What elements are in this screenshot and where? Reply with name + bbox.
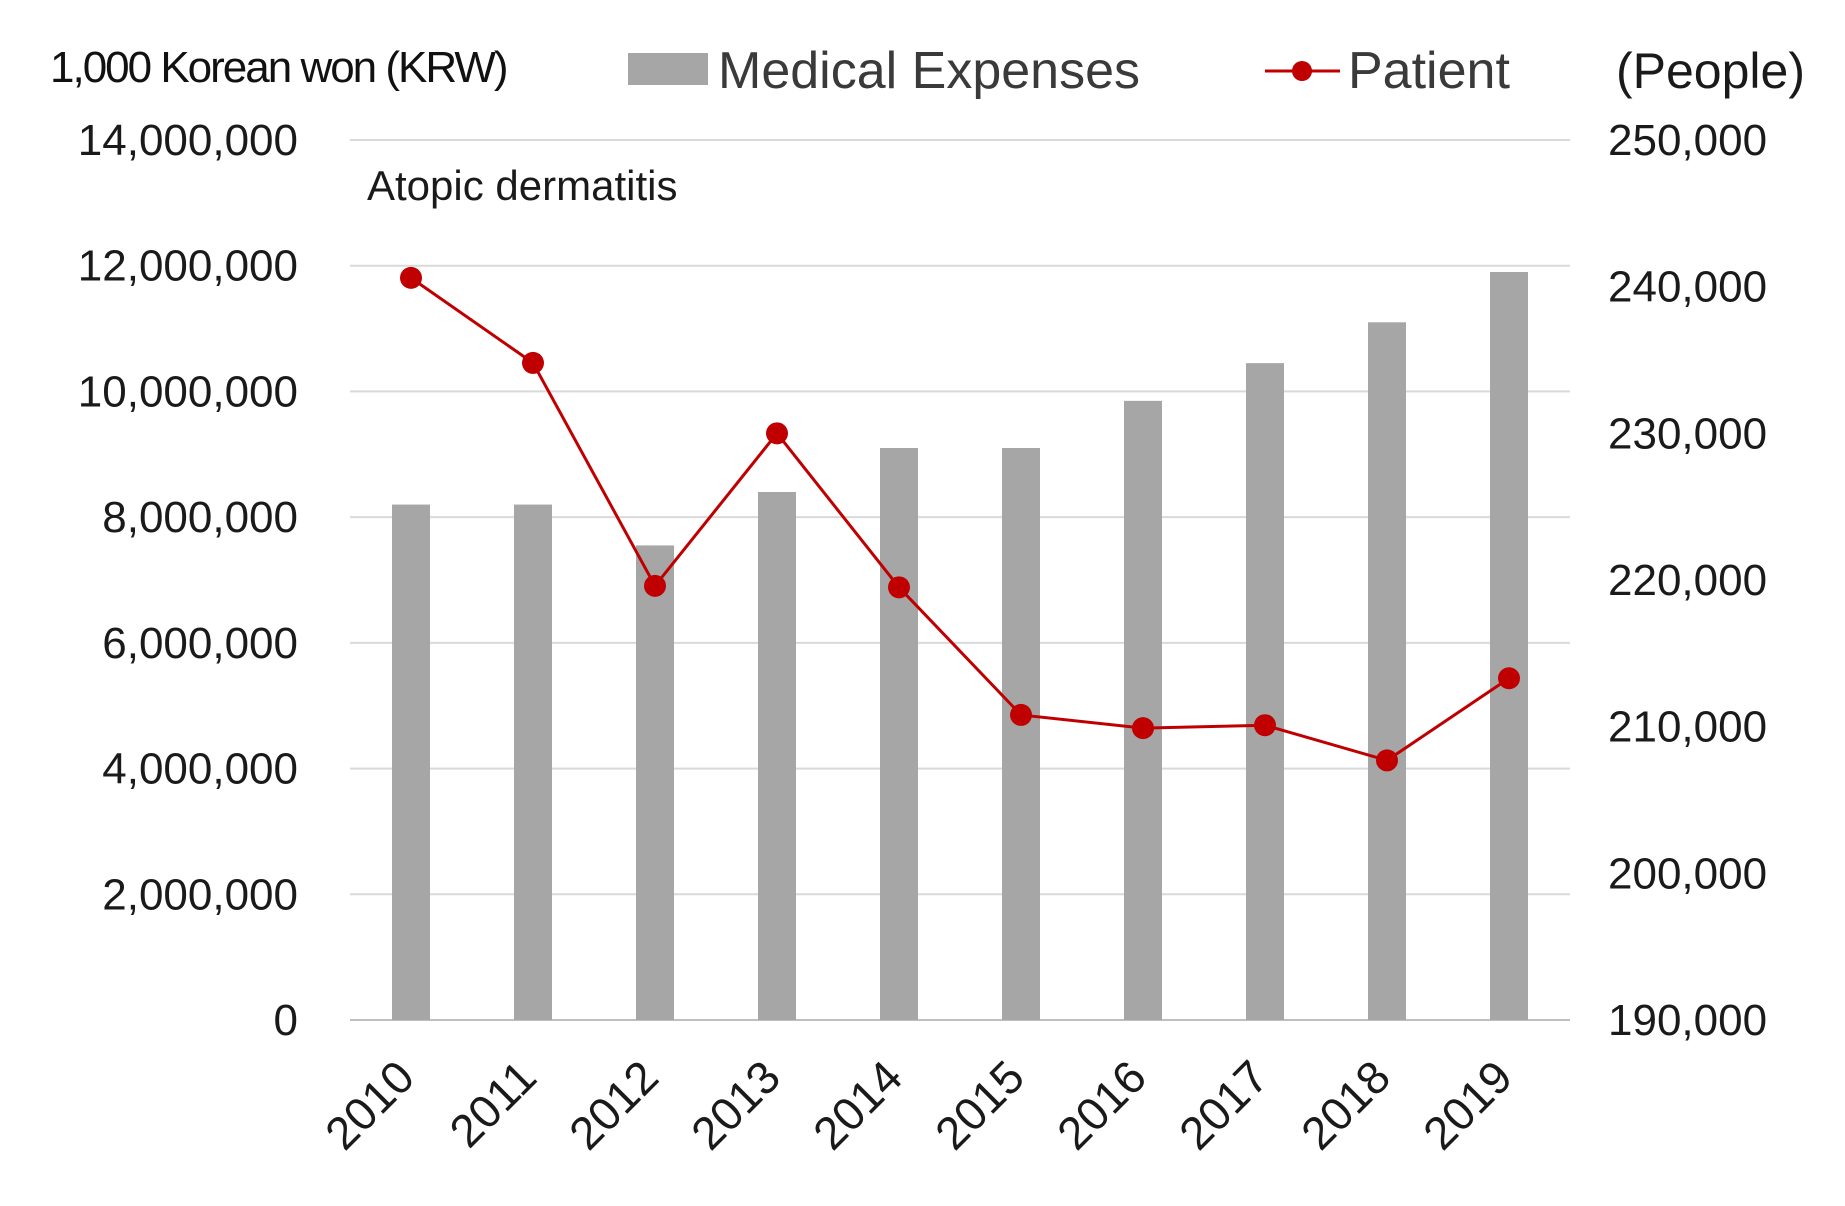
x-axis-tick-label: 2018 [1291, 1050, 1400, 1159]
bar-medical-expenses [1490, 272, 1528, 1020]
point-patient [400, 266, 422, 289]
legend: Medical Expenses Patient [628, 42, 1510, 100]
bar-medical-expenses [1002, 448, 1040, 1020]
bar-medical-expenses [1124, 400, 1162, 1020]
x-axis-tick-label: 2011 [439, 1050, 546, 1157]
point-patient [1376, 749, 1398, 772]
point-patient [1132, 717, 1154, 740]
point-patient [1254, 714, 1276, 737]
axes: 0 2,000,000 4,000,000 6,000,000 8,000,000 10,… [78, 116, 1767, 1159]
gridlines [350, 139, 1570, 1021]
right-axis-tick-label: 250,000 [1608, 116, 1767, 165]
left-axis-tick-label: 2,000,000 [102, 870, 298, 919]
left-axis-tick-label: 8,000,000 [102, 493, 298, 542]
bar-medical-expenses [1246, 363, 1284, 1021]
legend-swatch-medical-expenses [628, 53, 708, 85]
right-axis-tick-label: 190,000 [1608, 996, 1767, 1045]
point-patient [644, 574, 666, 597]
point-patient [1010, 703, 1032, 726]
legend-label-medical-expenses: Medical Expenses [718, 42, 1140, 100]
line-series [400, 266, 1520, 772]
point-patient [766, 422, 788, 445]
x-axis-tick-label: 2015 [925, 1050, 1034, 1159]
right-axis-unit-label: (People) [1616, 43, 1805, 99]
x-axis-tick-label: 2017 [1169, 1050, 1278, 1159]
bar-medical-expenses [880, 448, 918, 1020]
right-axis-tick-label: 230,000 [1608, 409, 1767, 458]
x-axis-tick-label: 2010 [315, 1050, 424, 1159]
right-axis-tick-label: 240,000 [1608, 263, 1767, 312]
point-patient [888, 576, 910, 599]
bar-medical-expenses [514, 504, 552, 1021]
x-axis-tick-label: 2012 [559, 1050, 668, 1159]
right-axis-tick-label: 200,000 [1608, 849, 1767, 898]
point-patient [1498, 667, 1520, 690]
bar-medical-expenses [758, 492, 796, 1020]
x-axis-tick-label: 2013 [681, 1050, 790, 1159]
bar-medical-expenses [1368, 322, 1406, 1020]
bar-medical-expenses [392, 504, 430, 1021]
legend-swatch-patient-dot [1292, 61, 1312, 81]
left-axis-tick-label: 14,000,000 [78, 116, 298, 165]
x-axis-tick-label: 2014 [803, 1050, 912, 1159]
x-axis-tick-label: 2016 [1047, 1050, 1156, 1159]
left-axis-tick-label: 10,000,000 [78, 367, 298, 416]
bar-medical-expenses [636, 545, 674, 1020]
bar-series [392, 272, 1528, 1021]
x-axis-tick-label: 2019 [1413, 1050, 1522, 1159]
left-axis-tick-label: 0 [274, 996, 298, 1045]
left-axis-tick-label: 12,000,000 [78, 242, 298, 291]
left-axis-tick-label: 6,000,000 [102, 619, 298, 668]
left-axis-tick-label: 4,000,000 [102, 745, 298, 794]
legend-label-patient: Patient [1348, 42, 1510, 100]
line-patient [410, 276, 1510, 763]
left-axis-unit-label: 1,000 Korean won (KRW) [50, 43, 507, 92]
chart-annotation: Atopic dermatitis [367, 162, 677, 209]
right-axis-tick-label: 220,000 [1608, 556, 1767, 605]
right-axis-tick-label: 210,000 [1608, 703, 1767, 752]
point-patient [522, 351, 544, 374]
